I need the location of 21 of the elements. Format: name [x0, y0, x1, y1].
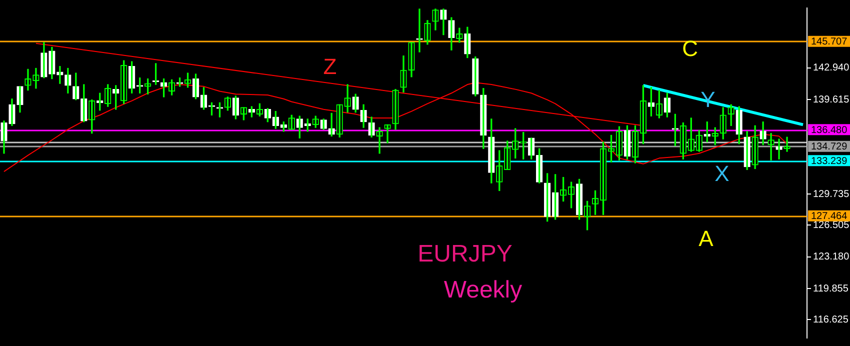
y-tick-label: 116.625	[813, 314, 849, 326]
ref-line-label: 127.464	[811, 211, 848, 222]
text: Weekly	[444, 276, 522, 304]
annotation: C	[682, 36, 698, 62]
ref-line-label: 134.729	[811, 142, 848, 153]
candlestick	[216, 102, 224, 118]
candlestick	[416, 8, 423, 52]
ref-line-label: 136.480	[811, 124, 848, 136]
annotation: A	[698, 226, 714, 252]
annotation: Z	[323, 54, 337, 80]
ref-line-label: 145.707	[811, 36, 848, 48]
ref-line-label: 133.239	[811, 156, 848, 167]
annotation: X	[714, 161, 730, 186]
y-tick-label: 129.735	[813, 188, 850, 200]
y-tick-label: 123.180	[813, 252, 850, 263]
y-tick-label: 142.940	[813, 62, 850, 74]
candlestick	[672, 114, 678, 146]
y-tick-label: 126.505	[813, 220, 850, 231]
y-tick-label: 119.855	[813, 283, 849, 294]
y-tick-label: 139.615	[813, 94, 850, 106]
text: EURJPY	[418, 240, 512, 268]
